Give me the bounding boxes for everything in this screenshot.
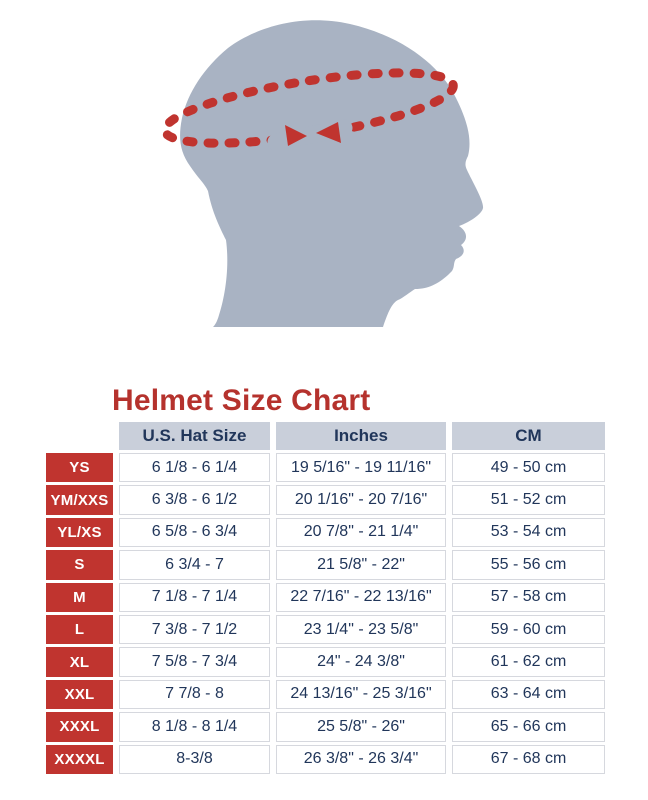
table-corner-cell [46,422,113,450]
column-header-inches: Inches [276,422,446,450]
row-cm-value: 63 - 64 cm [452,679,605,710]
row-inches-value: 19 5/16" - 19 11/16" [276,453,446,483]
row-size-label: XL [46,647,113,677]
row-size-label: XXXL [46,712,113,742]
row-inches-value: 20 1/16" - 20 7/16" [276,485,446,515]
row-cm-value: 65 - 66 cm [452,712,605,742]
arrow-left-icon [316,122,341,143]
row-size-label: YM/XXS [46,485,113,515]
row-cm-value: 55 - 56 cm [452,550,605,580]
row-inches-value: 24" - 24 3/8" [276,647,446,677]
row-cm-value: 49 - 50 cm [452,453,605,483]
arrow-right-icon [285,125,307,146]
row-inches-value: 26 3/8" - 26 3/4" [276,744,446,774]
row-us-hat-size-value: 8-3/8 [119,744,270,774]
row-cm-value: 53 - 54 cm [452,517,605,548]
row-us-hat-size-value: 6 1/8 - 6 1/4 [119,453,270,483]
row-us-hat-size-value: 7 3/8 - 7 1/2 [119,614,270,645]
row-cm-value: 61 - 62 cm [452,647,605,677]
row-inches-value: 22 7/16" - 22 13/16" [276,582,446,612]
row-inches-value: 23 1/4" - 23 5/8" [276,614,446,645]
row-inches-value: 21 5/8" - 22" [276,550,446,580]
row-us-hat-size-value: 6 3/4 - 7 [119,550,270,580]
row-size-label: M [46,582,113,612]
column-header-cm: CM [452,422,605,450]
row-cm-value: 59 - 60 cm [452,614,605,645]
row-cm-value: 51 - 52 cm [452,485,605,515]
row-size-label: L [46,614,113,645]
row-size-label: XXL [46,679,113,710]
row-cm-value: 57 - 58 cm [452,582,605,612]
row-us-hat-size-value: 7 7/8 - 8 [119,679,270,710]
head-measurement-figure [160,20,484,328]
row-us-hat-size-value: 7 1/8 - 7 1/4 [119,582,270,612]
row-us-hat-size-value: 8 1/8 - 8 1/4 [119,712,270,742]
row-size-label: XXXXL [46,744,113,774]
row-cm-value: 67 - 68 cm [452,744,605,774]
row-us-hat-size-value: 7 5/8 - 7 3/4 [119,647,270,677]
helmet-size-table: U.S. Hat Size Inches CM YS 6 1/8 - 6 1/4… [46,422,605,774]
row-inches-value: 24 13/16" - 25 3/16" [276,679,446,710]
column-header-us-hat-size: U.S. Hat Size [119,422,270,450]
row-us-hat-size-value: 6 3/8 - 6 1/2 [119,485,270,515]
page-title: Helmet Size Chart [112,384,371,417]
row-us-hat-size-value: 6 5/8 - 6 3/4 [119,517,270,548]
row-size-label: YS [46,453,113,483]
row-inches-value: 20 7/8" - 21 1/4" [276,517,446,548]
row-size-label: YL/XS [46,517,113,548]
row-size-label: S [46,550,113,580]
row-inches-value: 25 5/8" - 26" [276,712,446,742]
head-silhouette-icon [180,20,484,328]
